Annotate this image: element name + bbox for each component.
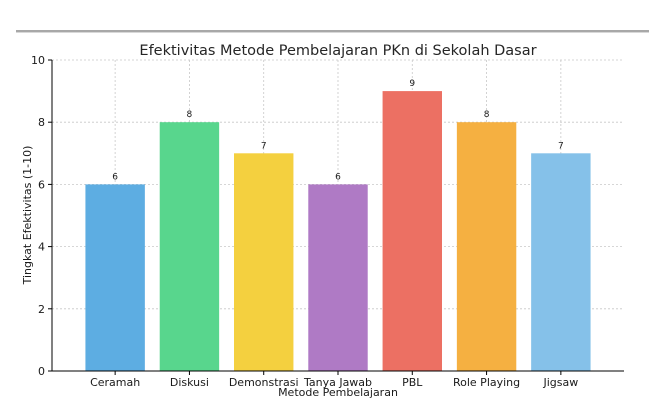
x-tick-label: Jigsaw	[542, 376, 578, 389]
data-label: 7	[558, 141, 564, 151]
data-labels: 6 8 7 6 9 8 7	[112, 79, 563, 182]
x-axis-label: Metode Pembelajaran	[278, 386, 398, 399]
data-label: 9	[409, 79, 415, 89]
y-ticks: 0 2 4 6 8 10	[31, 54, 52, 378]
data-label: 7	[261, 141, 267, 151]
x-tick-label: Demonstrasi	[229, 376, 299, 389]
data-label: 6	[335, 172, 341, 182]
y-tick-label: 2	[38, 303, 45, 316]
bars	[85, 91, 591, 371]
top-divider	[16, 30, 649, 33]
bar-tanya-jawab	[308, 184, 368, 371]
y-axis-label: Tingkat Efektivitas (1-10)	[21, 146, 34, 286]
data-label: 8	[187, 110, 193, 120]
y-tick-label: 8	[38, 116, 45, 129]
bar-role-playing	[456, 122, 517, 371]
bar-diskusi	[159, 122, 220, 371]
bar-demonstrasi	[234, 153, 294, 371]
x-ticks: Ceramah Diskusi Demonstrasi Tanya Jawab PBL R…	[90, 371, 578, 389]
bar-ceramah	[85, 184, 145, 371]
x-tick-label: Diskusi	[170, 376, 209, 389]
y-tick-label: 0	[38, 365, 45, 378]
y-tick-label: 6	[38, 178, 45, 191]
data-label: 8	[484, 110, 490, 120]
chart-title: Efektivitas Metode Pembelajaran PKn di S…	[139, 43, 536, 59]
y-tick-label: 10	[31, 54, 45, 67]
x-tick-label: Ceramah	[90, 376, 140, 389]
data-label: 6	[112, 172, 118, 182]
bar-jigsaw	[531, 153, 591, 371]
x-tick-label: PBL	[402, 376, 423, 389]
bar-pbl	[382, 91, 442, 371]
x-tick-label: Role Playing	[453, 376, 520, 389]
y-tick-label: 4	[38, 241, 45, 254]
x-tick-label: Tanya Jawab	[303, 376, 372, 389]
